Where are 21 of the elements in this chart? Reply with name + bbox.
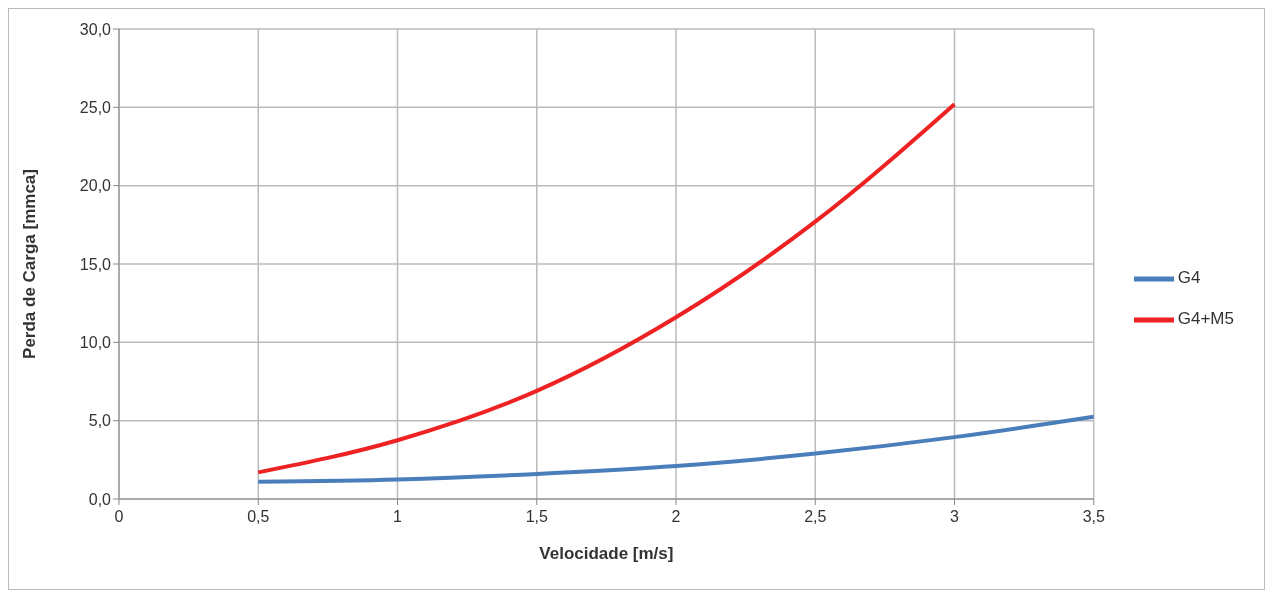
y-tick-label: 10,0: [79, 334, 112, 352]
x-tick-label: 3,5: [1082, 508, 1105, 526]
y-tick-label: 30,0: [79, 20, 112, 38]
line-series: [256, 102, 957, 475]
y-axis-title: Perda de Carga [mmca]: [20, 169, 40, 359]
x-tick-label: 3: [950, 508, 960, 526]
y-tick-label: 15,0: [79, 255, 112, 273]
x-tick-label: 2: [671, 508, 681, 526]
x-axis-title: Velocidade [m/s]: [539, 544, 674, 563]
x-tick-label: 2,5: [804, 508, 827, 526]
x-tick-label: 0,5: [247, 508, 270, 526]
legend-label: G4: [1177, 268, 1201, 288]
y-tick-label: 20,0: [79, 177, 112, 195]
legend-label: G4+M5: [1177, 309, 1234, 328]
x-tick-label: 1,5: [525, 508, 548, 526]
y-tick-label: 25,0: [79, 99, 112, 117]
x-tick-label: 0: [114, 508, 124, 526]
y-tick-label: 5,0: [88, 412, 112, 430]
line-series: [256, 414, 1094, 484]
y-tick-label: 0,0: [88, 490, 112, 508]
x-tick-label: 1: [393, 508, 403, 526]
